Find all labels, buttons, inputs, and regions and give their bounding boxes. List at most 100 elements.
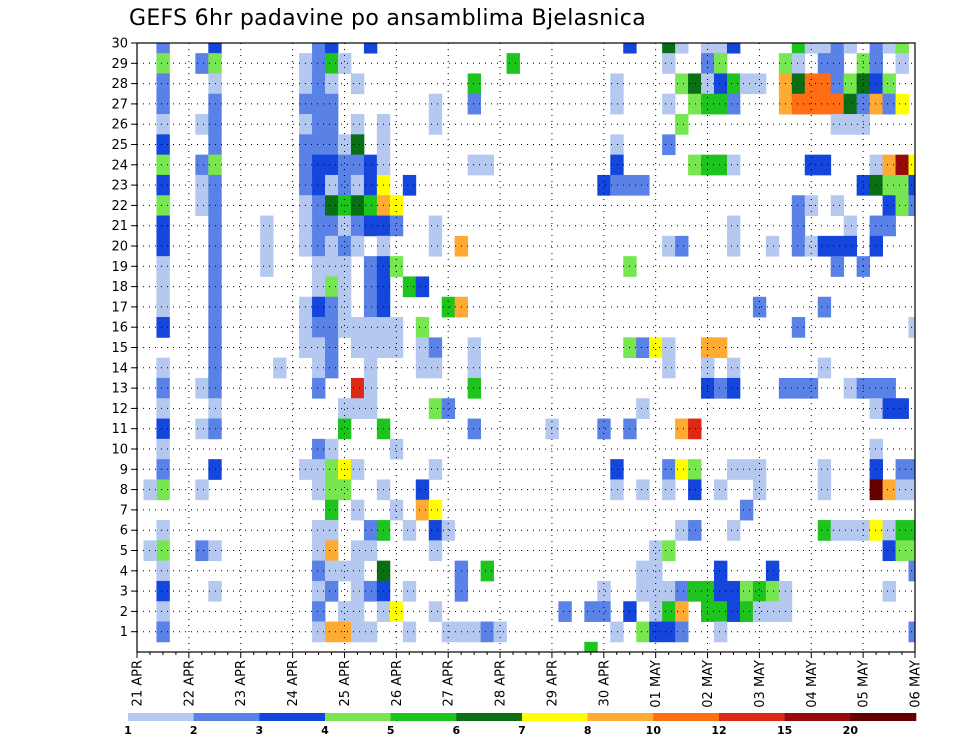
heatmap-cell	[869, 73, 883, 95]
heatmap-cell	[610, 479, 624, 501]
heatmap-cell	[156, 540, 170, 562]
heatmap-cell	[156, 53, 170, 74]
heatmap-cell	[208, 43, 222, 54]
legend-swatch	[522, 713, 588, 721]
heatmap-cell	[428, 215, 443, 237]
x-tick-label: 01 MAY	[649, 660, 664, 708]
y-tick-label: 19	[111, 260, 128, 275]
heatmap-cell	[325, 195, 339, 216]
heatmap-cell	[195, 114, 209, 135]
heatmap-cell	[350, 215, 365, 237]
heatmap-cell	[195, 479, 209, 501]
heatmap-cell	[428, 337, 443, 359]
x-tick-label: 29 APR	[545, 660, 560, 706]
heatmap-cell	[869, 459, 883, 480]
heatmap-cell	[467, 73, 482, 95]
x-tick-label: 21 APR	[131, 660, 146, 706]
heatmap-cell	[350, 398, 365, 419]
heatmap-cell	[337, 276, 352, 298]
heatmap-cell	[791, 73, 806, 95]
heatmap-cell	[726, 73, 741, 95]
x-tick-label: 25 APR	[338, 660, 353, 706]
heatmap-cell	[843, 520, 858, 541]
y-tick-label: 3	[120, 585, 128, 600]
heatmap-cell	[350, 499, 365, 521]
heatmap-cell	[675, 43, 689, 54]
heatmap-cell	[156, 377, 170, 399]
heatmap-cell	[480, 154, 494, 176]
y-tick-label: 26	[111, 118, 128, 133]
x-tick-label: 26 APR	[390, 660, 405, 706]
heatmap-cell	[675, 621, 689, 643]
heatmap-cell	[363, 357, 378, 379]
heatmap-cell	[726, 377, 741, 399]
heatmap-cell	[467, 357, 482, 379]
heatmap-cell	[156, 601, 170, 622]
heatmap-cell	[662, 357, 676, 379]
heatmap-cell	[312, 53, 326, 74]
heatmap-cell	[662, 43, 676, 54]
y-tick-label: 23	[111, 179, 128, 194]
heatmap-cell	[363, 540, 378, 562]
heatmap-cell	[675, 418, 689, 440]
heatmap-cell	[312, 317, 326, 338]
heatmap-cell	[882, 377, 896, 399]
heatmap-cell	[312, 580, 326, 602]
heatmap-cell	[688, 520, 702, 541]
heatmap-cell	[791, 93, 806, 115]
heatmap-cell	[726, 93, 741, 115]
heatmap-cell	[260, 215, 274, 237]
heatmap-cell	[441, 398, 456, 419]
heatmap-cell	[156, 438, 170, 460]
heatmap-cell	[402, 580, 417, 602]
heatmap-cell	[156, 93, 170, 115]
heatmap-cell	[428, 114, 443, 135]
heatmap-cell	[195, 377, 209, 399]
heatmap-cell	[882, 174, 896, 196]
legend-swatch	[850, 713, 917, 721]
heatmap-cell	[869, 235, 883, 257]
heatmap-cell	[325, 560, 339, 582]
heatmap-cell	[337, 317, 352, 338]
heatmap-cell	[350, 621, 365, 643]
y-ticks: 1234567891011121314151617181920212223242…	[111, 37, 137, 640]
heatmap-cell	[156, 276, 170, 298]
heatmap-cell	[325, 357, 339, 379]
heatmap-cell	[363, 296, 378, 318]
y-tick-label: 8	[120, 483, 128, 498]
y-tick-label: 13	[111, 382, 128, 397]
heatmap-cell	[675, 459, 689, 480]
heatmap-cell	[156, 357, 170, 379]
heatmap-cell	[726, 154, 741, 176]
heatmap-cell	[363, 317, 378, 338]
legend-swatch	[325, 713, 391, 721]
heatmap-cell	[804, 93, 819, 115]
heatmap-cell	[895, 93, 909, 115]
heatmap-cell	[869, 43, 883, 54]
heatmap-cell	[791, 43, 806, 54]
heatmap-cell	[363, 256, 378, 277]
heatmap-cell	[156, 154, 170, 176]
heatmap-cell	[428, 601, 443, 622]
heatmap-cell	[312, 174, 326, 196]
heatmap-cell	[688, 93, 702, 115]
heatmap-cell	[636, 174, 650, 196]
heatmap-cell	[688, 418, 702, 440]
heatmap-cell	[415, 337, 430, 359]
heatmap-cell	[895, 540, 909, 562]
heatmap-cell	[350, 114, 365, 135]
heatmap-cell	[714, 580, 728, 602]
heatmap-cell	[714, 53, 728, 74]
heatmap-cell	[325, 479, 339, 501]
heatmap-cell	[325, 520, 339, 541]
heatmap-cell	[389, 215, 404, 237]
heatmap-cell	[830, 256, 845, 277]
heatmap-cell	[428, 520, 443, 541]
heatmap-cell	[312, 296, 326, 318]
heatmap-cell	[623, 43, 637, 54]
y-tick-label: 11	[111, 422, 128, 437]
heatmap-cell	[739, 601, 754, 622]
x-tick-label: 04 MAY	[805, 660, 820, 708]
y-tick-label: 18	[111, 280, 128, 295]
